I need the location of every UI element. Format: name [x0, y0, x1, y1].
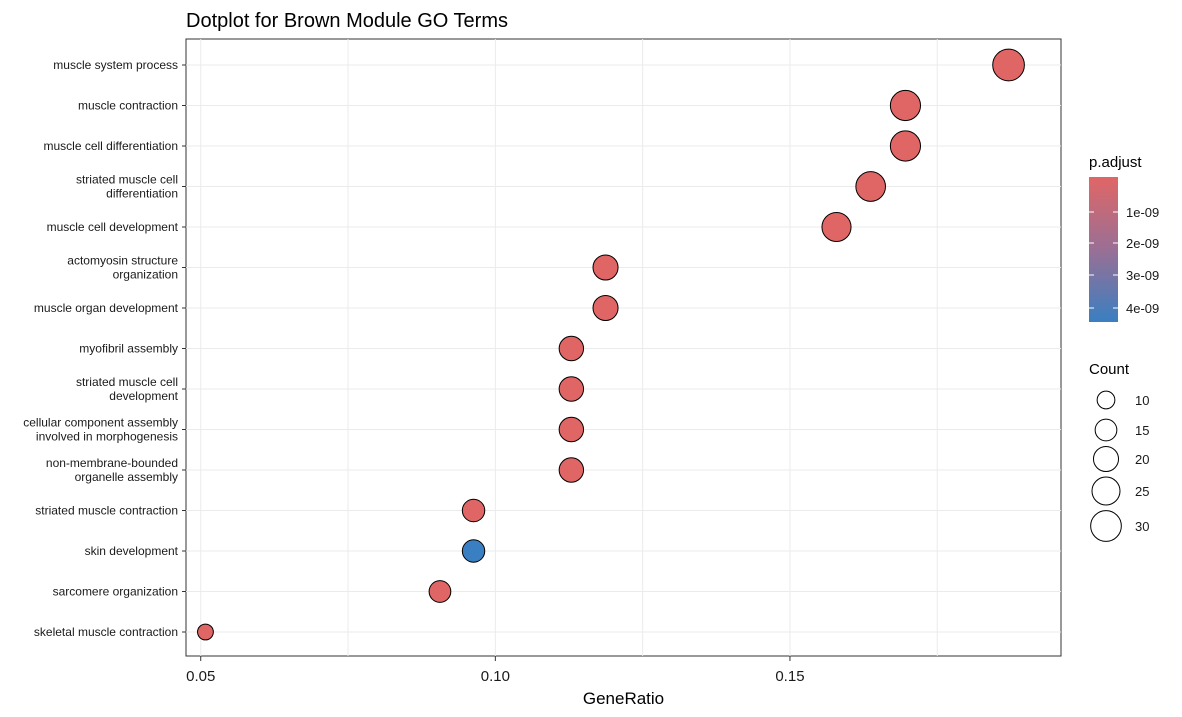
x-tick-label: 0.15: [775, 668, 804, 685]
y-tick-label: non-membrane-bounded organelle assembly: [46, 456, 178, 484]
size-legend-circle: [1094, 418, 1118, 442]
y-tick-label: muscle contraction: [78, 99, 178, 113]
y-tick-label: striated muscle cell differentiation: [76, 173, 178, 201]
y-tick-label: striated muscle contraction: [35, 504, 178, 518]
x-tick-label: 0.10: [481, 668, 510, 685]
data-point: [461, 498, 486, 523]
y-tick-label: skeletal muscle contraction: [34, 625, 178, 639]
data-point: [592, 254, 619, 281]
y-tick-label: skin development: [85, 544, 179, 558]
size-legend-circle: [1090, 510, 1122, 542]
data-point: [558, 376, 585, 402]
chart-title: Dotplot for Brown Module GO Terms: [186, 10, 508, 32]
x-tick-label: 0.05: [186, 668, 215, 685]
legend: p.adjust 1e-09 2e-09 3e-09 4e-09 Count 10 15…: [1089, 154, 1159, 542]
y-tick-label: muscle cell differentiation: [43, 139, 178, 153]
color-legend-bar: [1089, 177, 1118, 322]
y-tick-label: striated muscle cell development: [76, 375, 179, 403]
size-legend-label: 10: [1135, 393, 1149, 408]
data-point: [428, 580, 452, 603]
y-tick-label: muscle organ development: [34, 301, 179, 315]
size-legend-title: Count: [1089, 361, 1130, 378]
size-legend-circle: [1091, 476, 1121, 506]
x-axis-title: GeneRatio: [583, 689, 664, 708]
y-tick-label: actomyosin structure organization: [67, 254, 178, 282]
size-legend-circle: [1092, 445, 1120, 473]
color-legend-label: 1e-09: [1126, 205, 1159, 220]
data-point: [461, 539, 486, 563]
size-legend-label: 25: [1135, 484, 1149, 499]
data-point: [821, 211, 852, 243]
y-axis-labels: muscle system process muscle contraction m…: [23, 58, 186, 639]
data-point: [592, 294, 619, 322]
size-legend-label: 20: [1135, 452, 1149, 467]
data-point: [558, 457, 585, 483]
data-point: [558, 416, 585, 443]
size-legend-label: 15: [1135, 423, 1149, 438]
data-point: [855, 171, 886, 202]
data-point: [889, 89, 922, 122]
color-legend-ticks: 1e-09 2e-09 3e-09 4e-09: [1089, 205, 1159, 316]
size-legend-label: 30: [1135, 519, 1149, 534]
size-legend-circle: [1096, 390, 1116, 410]
data-point: [889, 130, 922, 162]
x-axis-ticks: 0.05 0.10 0.15: [186, 656, 805, 685]
plot-panel: [185, 38, 1062, 657]
color-legend-title: p.adjust: [1089, 154, 1142, 171]
color-legend-label: 2e-09: [1126, 236, 1159, 251]
y-tick-label: muscle system process: [53, 58, 178, 72]
y-tick-label: cellular component assembly involved in m…: [23, 416, 178, 444]
y-tick-label: sarcomere organization: [53, 585, 178, 599]
data-points: [197, 48, 1025, 641]
gridlines: [186, 39, 1061, 656]
y-tick-label: myofibril assembly: [79, 342, 178, 356]
y-tick-label: muscle cell development: [47, 220, 179, 234]
data-point: [197, 623, 214, 641]
data-point: [558, 335, 585, 362]
color-legend-label: 3e-09: [1126, 268, 1159, 283]
data-point: [992, 48, 1025, 82]
size-legend-items: 10 15 20 25 30: [1090, 390, 1149, 542]
color-legend-label: 4e-09: [1126, 301, 1159, 316]
